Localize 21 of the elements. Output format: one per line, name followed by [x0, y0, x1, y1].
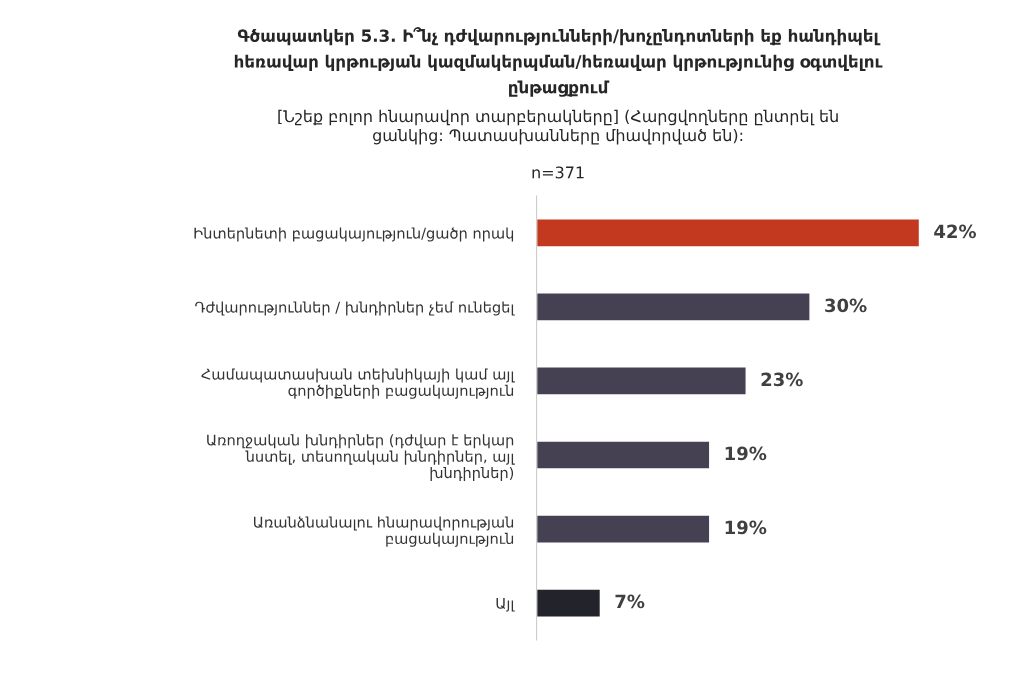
- data-label: 42%: [934, 224, 976, 239]
- data-label: 19%: [725, 520, 767, 535]
- bar: [536, 292, 811, 322]
- bar: [536, 514, 711, 544]
- y-tick-label: Ինտերնետի բացակայություն/ցածր որակ: [194, 227, 514, 242]
- data-label: 30%: [825, 298, 867, 313]
- bar: [536, 366, 747, 396]
- bar: [536, 588, 602, 618]
- y-tick-label: Առողջական խնդիրներ (դժվար է երկար նստել, տեսողական խնդիրներ, այլ խնդիրներ): [207, 434, 515, 482]
- y-tick-label: Այլ: [496, 597, 515, 612]
- data-label: 23%: [761, 372, 803, 387]
- chart-subtitle: [Նշեք բոլոր հնարավոր տարբերակները] (Հարցվողները ընտրել են ցանկից: Պատասխանները միավորված են):: [278, 109, 838, 145]
- bar: [536, 218, 921, 248]
- text: n=371: [532, 166, 584, 179]
- bar: [536, 440, 711, 470]
- chart-title: Գծապատկեր 5.3. Ի՞նչ դժվարությունների/խոչընդոտների եք հանդիպել հեռավար կրթության կազմակերպման/հեռավար կրթությունից օգտվելու ընթացքում: [234, 27, 883, 97]
- y-tick-label: Դժվարություններ / խնդիրներ չեմ ունեցել: [195, 301, 515, 316]
- y-tick-label: Առանձնանալու հնարավորության բացակայություն: [253, 516, 514, 547]
- data-label: 7%: [615, 594, 645, 609]
- y-tick-label: Համապատասխան տեխնիկայի կամ այլ գործիքների բացակայություն: [201, 368, 515, 399]
- data-label: 19%: [725, 446, 767, 461]
